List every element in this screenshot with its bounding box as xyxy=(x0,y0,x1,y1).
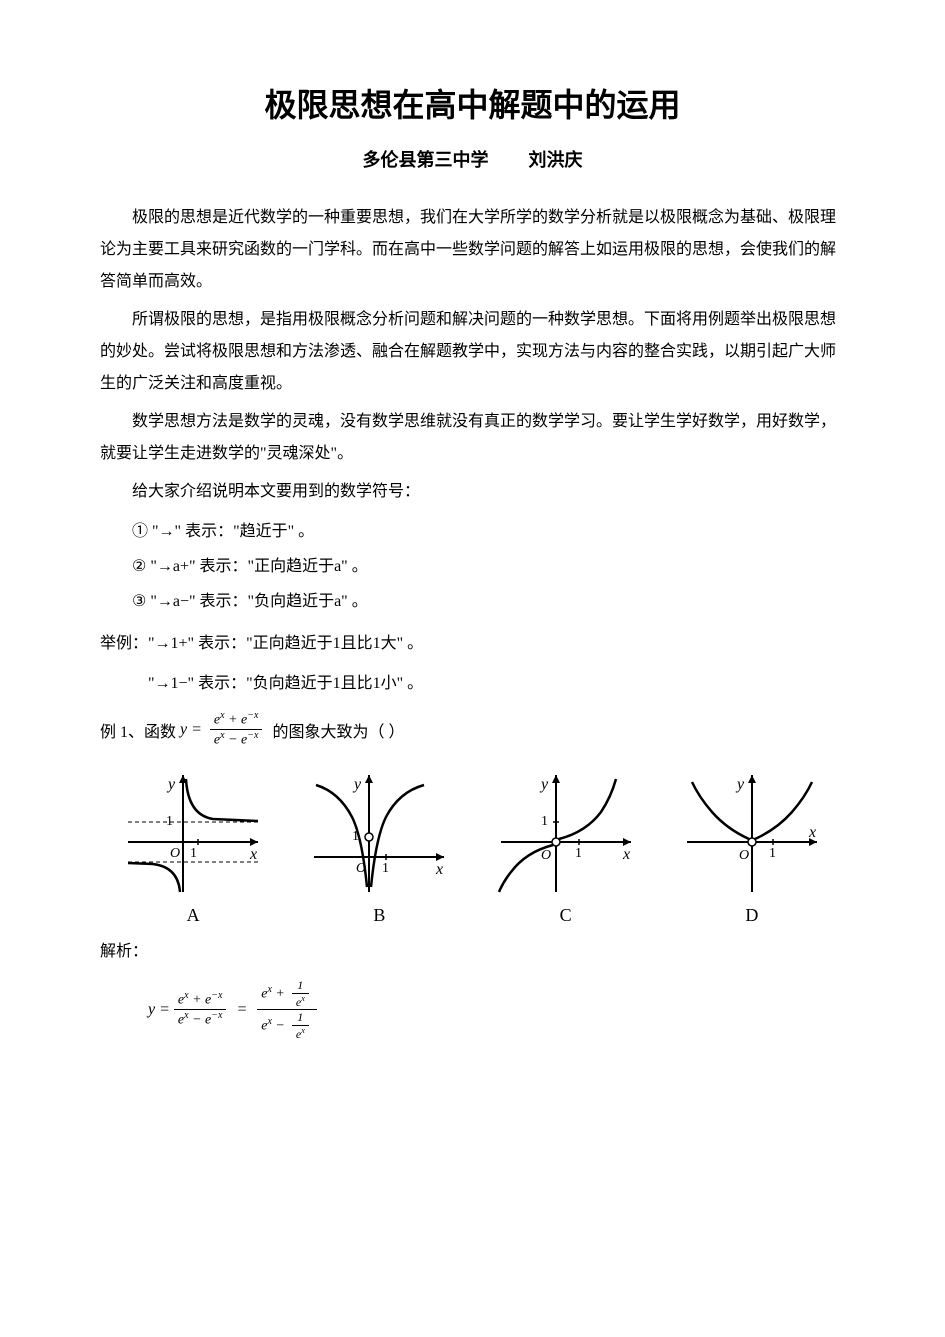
svg-text:O: O xyxy=(170,846,180,861)
paragraph-3: 数学思想方法是数学的灵魂，没有数学思维就没有真正的数学学习。要让学生学好数学，用… xyxy=(100,406,845,470)
svg-text:x: x xyxy=(622,846,630,863)
svg-text:y: y xyxy=(539,776,549,793)
svg-text:x: x xyxy=(435,861,443,878)
math-y-equals: y = xyxy=(180,721,202,739)
analysis-equation: y = ex + e−x ex − e−x = ex + 1 ex ex − 1 xyxy=(148,978,845,1041)
svg-text:y: y xyxy=(735,776,745,793)
svg-text:O: O xyxy=(739,848,749,863)
document-title: 极限思想在高中解题中的运用 xyxy=(100,80,845,126)
graph-option-c: y x 1 1 O C xyxy=(491,767,641,926)
graph-b-label: B xyxy=(373,905,385,926)
math-y-equals-2: y = xyxy=(148,1001,170,1019)
svg-text:1: 1 xyxy=(382,861,389,876)
paragraph-1: 极限的思想是近代数学的一种重要思想，我们在大学所学的数学分析就是以极限概念为基础… xyxy=(100,202,845,298)
svg-text:x: x xyxy=(808,824,816,841)
answer-graphs-row: y x 1 1 O A y xyxy=(100,767,845,926)
graph-a-label: A xyxy=(187,905,200,926)
example-1-label: 例 1、函数 xyxy=(100,718,176,742)
svg-text:1: 1 xyxy=(166,814,173,829)
fraction-2: ex + e−x ex − e−x xyxy=(174,990,227,1030)
svg-text:y: y xyxy=(166,776,176,793)
graph-a-svg: y x 1 1 O xyxy=(118,767,268,897)
example-line-1: 举例："→1+" 表示："正向趋近于1且比1大" 。 xyxy=(100,628,845,660)
svg-text:O: O xyxy=(356,861,366,876)
graph-option-a: y x 1 1 O A xyxy=(118,767,268,926)
example-1-question: 例 1、函数 y = ex + e−x ex − e−x 的图象大致为（ ） xyxy=(100,710,845,750)
svg-text:1: 1 xyxy=(769,846,776,861)
notation-list: ① "→" 表示："趋近于" 。 ② "→a+" 表示："正向趋近于a" 。 ③… xyxy=(132,514,845,620)
example-line-2: "→1−" 表示："负向趋近于1且比1小" 。 xyxy=(148,668,845,700)
graph-option-b: y x 1 1 O B xyxy=(304,767,454,926)
notation-item-2: ② "→a+" 表示："正向趋近于a" 。 xyxy=(132,549,845,584)
svg-text:1: 1 xyxy=(541,814,548,829)
graph-c-svg: y x 1 1 O xyxy=(491,767,641,897)
notation-item-1: ① "→" 表示："趋近于" 。 xyxy=(132,514,845,549)
analysis-label: 解析： xyxy=(100,936,845,968)
svg-text:O: O xyxy=(541,848,551,863)
svg-text:x: x xyxy=(249,846,257,863)
paragraph-2: 所谓极限的思想，是指用极限概念分析问题和解决问题的一种数学思想。下面将用例题举出… xyxy=(100,304,845,400)
svg-text:1: 1 xyxy=(190,846,197,861)
graph-c-label: C xyxy=(560,905,572,926)
document-page: 极限思想在高中解题中的运用 多伦县第三中学 刘洪庆 极限的思想是近代数学的一种重… xyxy=(0,0,945,1337)
notation-item-3: ③ "→a−" 表示："负向趋近于a" 。 xyxy=(132,584,845,619)
graph-b-svg: y x 1 1 O xyxy=(304,767,454,897)
example-1-tail: 的图象大致为（ ） xyxy=(272,718,404,742)
graph-option-d: y x 1 O D xyxy=(677,767,827,926)
svg-text:y: y xyxy=(352,776,362,793)
graph-d-svg: y x 1 O xyxy=(677,767,827,897)
graph-d-label: D xyxy=(745,905,758,926)
document-subtitle: 多伦县第三中学 刘洪庆 xyxy=(100,146,845,172)
fraction-3: ex + 1 ex ex − 1 ex xyxy=(257,978,317,1041)
equals-sign: = xyxy=(236,1001,247,1019)
school-name: 多伦县第三中学 xyxy=(362,150,488,170)
svg-text:1: 1 xyxy=(352,829,359,844)
fraction-1: ex + e−x ex − e−x xyxy=(210,710,263,750)
paragraph-4: 给大家介绍说明本文要用到的数学符号： xyxy=(100,476,845,508)
svg-text:1: 1 xyxy=(575,846,582,861)
author-name: 刘洪庆 xyxy=(529,150,583,170)
